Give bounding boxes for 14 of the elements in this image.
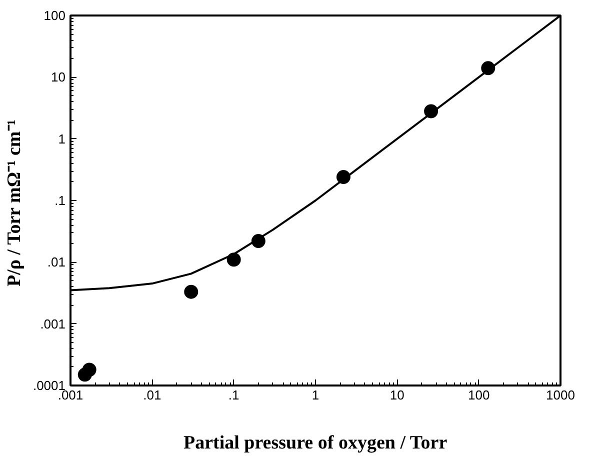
x-tick-label: 1 xyxy=(312,388,320,402)
y-tick-label: .1 xyxy=(54,193,66,208)
y-tick-label: 10 xyxy=(51,70,66,85)
x-tick-label: 100 xyxy=(468,388,490,402)
y-tick-label: .01 xyxy=(47,254,66,270)
y-axis-title: P/ρ / Torr mΩ⁻¹ cm⁻¹ xyxy=(4,120,25,287)
y-tick-label: 100 xyxy=(44,8,66,23)
x-tick-label: 10 xyxy=(390,388,404,402)
y-tick-label: 1 xyxy=(58,131,66,146)
x-axis-title: Partial pressure of oxygen / Torr xyxy=(183,432,448,454)
x-tick-label: .01 xyxy=(143,388,162,402)
x-tick-label: 1000 xyxy=(546,388,575,402)
x-tick-label: .1 xyxy=(228,388,240,402)
y-tick-label: .001 xyxy=(40,316,66,332)
